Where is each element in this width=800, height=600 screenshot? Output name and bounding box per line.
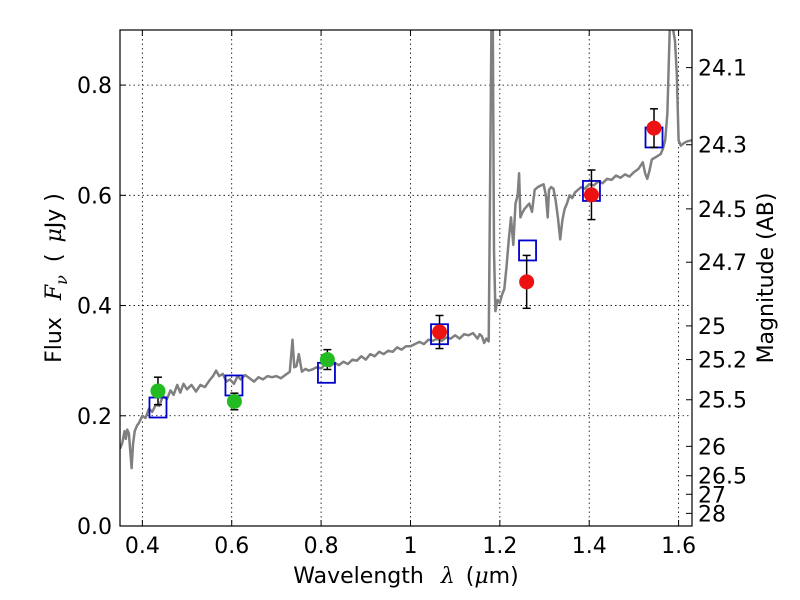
y-tick-label: 0.4	[77, 295, 112, 320]
x-tick-label: 0.6	[214, 534, 249, 559]
y-tick-label: 0.2	[77, 405, 112, 430]
y2-tick-label: 24.1	[698, 57, 747, 82]
y2-tick-label: 25	[698, 315, 726, 340]
observed-photometry-point	[583, 187, 599, 203]
observed-photometry-point	[319, 352, 335, 368]
y-tick-label: 0.8	[77, 74, 112, 99]
y2-tick-label: 25.2	[698, 349, 747, 374]
y2-tick-label: 24.7	[698, 251, 747, 276]
spectrum-line	[120, 30, 692, 470]
observed-photometry-point	[646, 120, 662, 136]
y2-tick-label: 25.5	[698, 389, 747, 414]
y-tick-label: 0.6	[77, 184, 112, 209]
model-photometry-square	[518, 239, 537, 262]
y2-tick-label: 26.5	[698, 465, 747, 490]
y2-tick-label: 24.5	[698, 198, 747, 223]
points-layer	[148, 108, 664, 419]
y2-tick-label: 24.3	[698, 134, 747, 159]
y2-tick-label: 26	[698, 435, 726, 460]
observed-photometry-point	[226, 393, 242, 409]
y-axis-label-prefix: Flux	[42, 317, 67, 363]
x-axis-label-symbol: λ	[440, 564, 455, 589]
y2-tick-label: 27	[698, 483, 726, 508]
y-tick-label: 0.0	[77, 515, 112, 540]
y-axis-label-unit: Jy )	[42, 193, 67, 230]
axes-layer: 0.4 0.6 0.8 1 1.2 1.4 1.6 0.0 0.2 0.4 0.6 0.8 24.1 24…	[77, 30, 747, 559]
y-axis-label-mu: μ	[42, 228, 67, 242]
y-axis-label-symbol: F	[42, 284, 67, 301]
x-axis-label: Wavelength λ (μm)	[293, 564, 518, 589]
y2-tick-label: 28	[698, 502, 726, 527]
x-axis-label-mu: μ	[474, 564, 488, 589]
observed-photometry-point	[432, 324, 448, 340]
y-axis-label: Flux Fν ( μJy )	[42, 193, 73, 363]
spectrum-layer	[120, 30, 692, 470]
observed-photometry-point	[519, 274, 535, 290]
x-axis-label-unit: m)	[489, 564, 519, 589]
x-tick-label: 1	[403, 534, 417, 559]
x-tick-label: 0.4	[125, 534, 160, 559]
y2-axis-label: Magnitude (AB)	[754, 193, 779, 364]
observed-photometry-point	[150, 383, 166, 399]
x-tick-label: 1.4	[572, 534, 607, 559]
x-tick-label: 1.6	[661, 534, 696, 559]
x-tick-label: 1.2	[482, 534, 517, 559]
x-axis-label-prefix: Wavelength	[293, 564, 424, 589]
x-tick-label: 0.8	[304, 534, 339, 559]
plot-frame	[119, 29, 693, 527]
y-axis-label-subscript: ν	[52, 275, 71, 285]
x-axis-label-open: (	[466, 564, 475, 589]
y-axis-label-open: (	[42, 254, 67, 263]
